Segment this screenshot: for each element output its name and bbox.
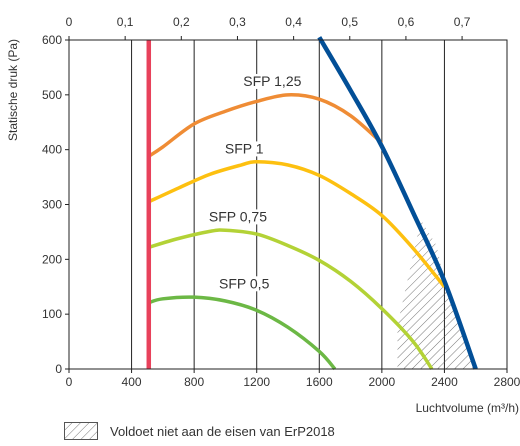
x-axis-ticks: 0 400 800 1200 1600 2000 2400 2800 — [66, 369, 520, 389]
top-tick-label: 0,7 — [454, 15, 471, 29]
hatch-layer — [397, 219, 476, 369]
top-tick-label: 0 — [66, 15, 73, 29]
x-tick-label: 1200 — [243, 375, 270, 389]
x-tick-label: 800 — [184, 375, 204, 389]
series-label: SFP 1,25 — [243, 73, 301, 89]
series-sfp-1-25-line — [147, 93, 384, 158]
top-axis-ticks: 0 0,1 0,2 0,3 0,4 0,5 0,6 0,7 — [66, 15, 471, 40]
y-tick-label: 600 — [42, 33, 62, 47]
x-tick-label: 400 — [122, 375, 142, 389]
top-tick-label: 0,6 — [398, 15, 415, 29]
series-label: SFP 0,75 — [209, 208, 267, 224]
series-sfp-1-line — [148, 159, 446, 288]
legend-hatch-swatch — [64, 422, 98, 440]
x-tick-label: 1600 — [306, 375, 333, 389]
x-tick-label: 2400 — [431, 375, 458, 389]
series-label: SFP 0,5 — [219, 275, 270, 291]
grid-layer — [131, 40, 445, 369]
x-tick-label: 2000 — [369, 375, 396, 389]
y-axis-label: Statische druk (Pa) — [6, 39, 20, 141]
hatched-region — [397, 219, 476, 369]
y-tick-label: 400 — [42, 143, 62, 157]
series-layer — [146, 36, 478, 371]
y-tick-label: 100 — [42, 307, 62, 321]
y-tick-label: 300 — [42, 198, 62, 212]
x-axis-label: Luchtvolume (m³/h) — [416, 401, 519, 415]
top-tick-label: 0,2 — [173, 15, 190, 29]
y-tick-label: 200 — [42, 252, 62, 266]
legend: Voldoet niet aan de eisen van ErP2018 — [64, 422, 335, 440]
series-sfp-0-5-line — [148, 295, 337, 371]
top-tick-label: 0,3 — [229, 15, 246, 29]
x-tick-label: 0 — [66, 375, 73, 389]
series-label-bg — [216, 276, 273, 292]
series-label-bg — [223, 141, 266, 157]
axis-layer: 0 400 800 1200 1600 2000 2400 2800 0 100 200 300 40… — [6, 15, 520, 415]
series-label-bg — [240, 73, 305, 89]
y-axis-ticks: 0 100 200 300 400 500 600 — [42, 33, 69, 376]
top-tick-label: 0,5 — [341, 15, 358, 29]
legend-label: Voldoet niet aan de eisen van ErP2018 — [110, 423, 335, 439]
series-label: SFP 1 — [225, 140, 264, 156]
x-tick-label: 2800 — [494, 375, 520, 389]
series-sfp-0-75-line — [148, 228, 434, 370]
top-tick-label: 0,4 — [285, 15, 302, 29]
series-label-layer: SFP 1,25 SFP 1 SFP 0,75 SFP 0,5 — [206, 73, 305, 292]
series-label-bg — [206, 209, 270, 225]
fan-limit-curve — [317, 36, 478, 370]
top-tick-label: 0,1 — [117, 15, 134, 29]
y-tick-label: 0 — [55, 362, 62, 376]
y-tick-label: 500 — [42, 88, 62, 102]
